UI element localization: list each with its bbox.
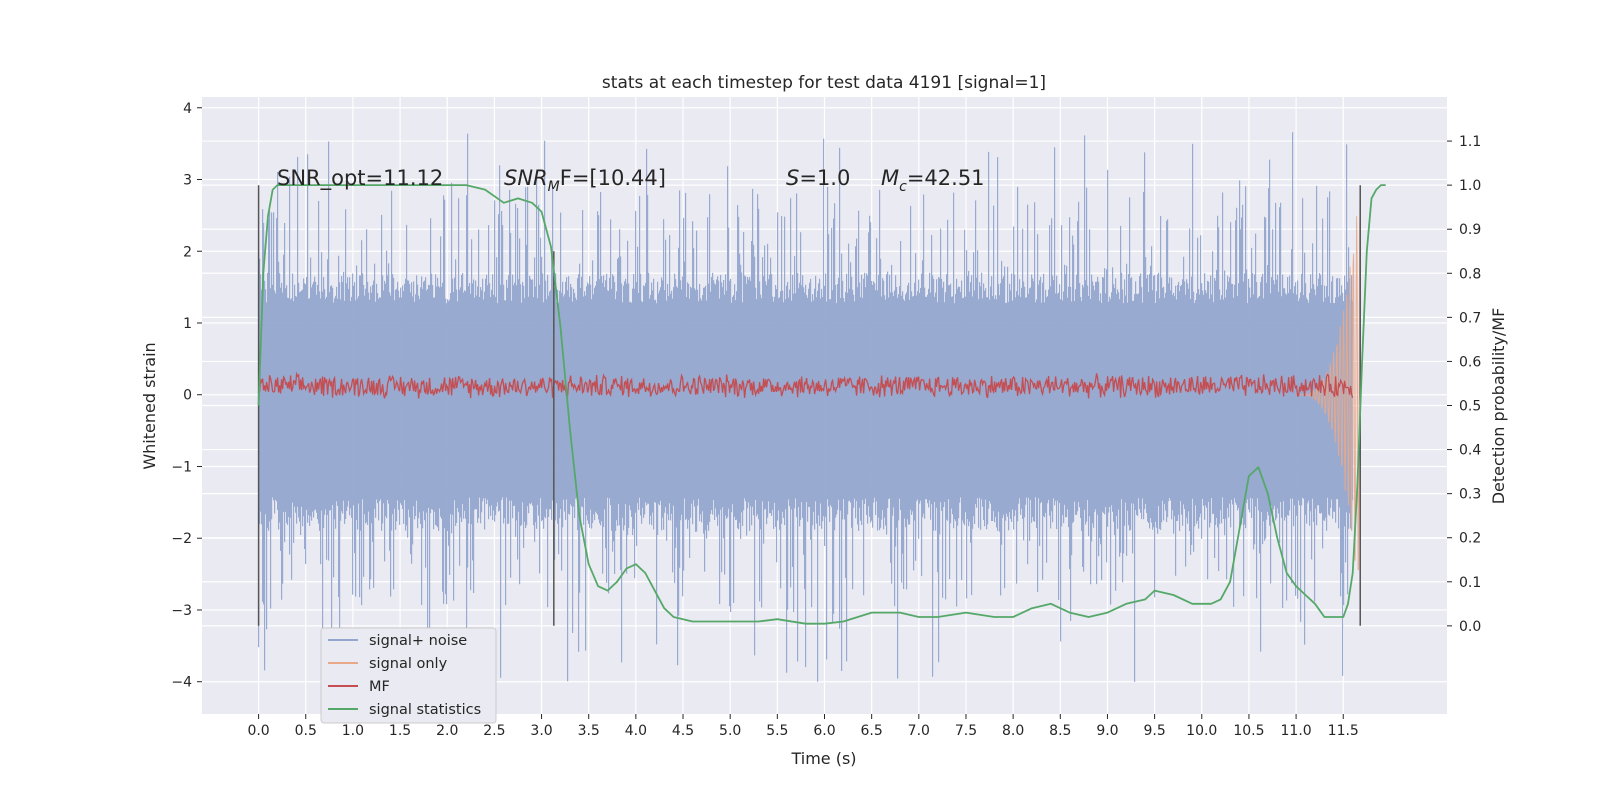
y-right-tick-label: 0.8 <box>1459 266 1481 282</box>
x-tick-label: 6.5 <box>861 723 883 739</box>
annotation-snr-opt: SNR_opt=11.12 <box>277 166 443 191</box>
x-tick-label: 4.5 <box>672 723 694 739</box>
x-tick-label: 6.0 <box>813 723 835 739</box>
signal-statistics-line <box>257 184 1386 625</box>
y-left-tick-label: 4 <box>183 101 192 117</box>
x-tick-label: 0.0 <box>247 723 269 739</box>
y-left-tick-label: 3 <box>183 173 192 189</box>
y-right-tick-label: 0.6 <box>1459 354 1481 370</box>
mf-trace <box>257 371 1354 399</box>
legend-label-signal-noise: signal+ noise <box>369 633 467 649</box>
s-symbol: S <box>786 166 799 190</box>
x-tick-label: 5.5 <box>766 723 788 739</box>
mc-symbol: M <box>881 166 899 190</box>
x-tick-label: 2.5 <box>483 723 505 739</box>
mc-subscript: c <box>899 179 907 195</box>
x-tick-label: 7.0 <box>908 723 930 739</box>
y-axis-left-label: Whitened strain <box>140 342 159 469</box>
x-tick-label: 3.5 <box>578 723 600 739</box>
legend: signal+ noise signal only MF signal stat… <box>320 627 497 724</box>
signal-statistics-series <box>257 184 1386 625</box>
y-left-tick-label: −2 <box>171 531 192 547</box>
x-axis-label: Time (s) <box>790 749 856 768</box>
annotation-snr-mf: SNRMF=[10.44] <box>504 166 666 195</box>
snr-mf-subscript: M <box>548 179 560 195</box>
y-right-tick-label: 0.3 <box>1459 487 1481 503</box>
x-tick-label: 1.0 <box>342 723 364 739</box>
y-right-tick-label: 0.1 <box>1459 575 1481 591</box>
x-tick-label: 5.0 <box>719 723 741 739</box>
legend-box <box>320 627 497 724</box>
legend-label-signal-only: signal only <box>369 656 448 672</box>
legend-label-mf: MF <box>369 679 390 695</box>
x-tick-label: 10.0 <box>1186 723 1217 739</box>
mc-value: =42.51 <box>907 166 985 190</box>
x-tick-label: 9.0 <box>1096 723 1118 739</box>
chart-title: stats at each timestep for test data 419… <box>602 73 1046 93</box>
y-right-tick-label: 0.0 <box>1459 619 1481 635</box>
annotations: SNR_opt=11.12 SNRMF=[10.44] S=1.0 Mc=42.… <box>277 166 985 195</box>
signal-only-series <box>1296 185 1361 571</box>
x-tick-label: 7.5 <box>955 723 977 739</box>
x-tick-label: 10.5 <box>1233 723 1264 739</box>
x-tick-label: 1.5 <box>389 723 411 739</box>
annotation-s: S=1.0 <box>786 166 850 190</box>
y-left-tick-label: 1 <box>183 316 192 332</box>
s-value: =1.0 <box>799 166 850 190</box>
y-right-tick-label: 0.4 <box>1459 443 1481 459</box>
y-axis-right-label: Detection probability/MF <box>1489 308 1508 505</box>
x-tick-label: 8.5 <box>1049 723 1071 739</box>
y-left-tick-label: −3 <box>171 603 192 619</box>
y-right-tick-label: 0.7 <box>1459 310 1481 326</box>
x-tick-label: 8.0 <box>1002 723 1024 739</box>
y-right-tick-label: 0.2 <box>1459 531 1481 547</box>
y-left-tick-label: 0 <box>183 388 192 404</box>
x-tick-label: 11.0 <box>1281 723 1312 739</box>
y-left-tick-label: −4 <box>171 675 192 691</box>
x-tick-label: 3.0 <box>530 723 552 739</box>
y-right-tick-label: 1.0 <box>1459 178 1481 194</box>
y-right-tick-label: 0.5 <box>1459 399 1481 415</box>
x-tick-label: 11.5 <box>1328 723 1359 739</box>
signal-only-trace <box>1296 185 1361 571</box>
y-left-tick-label: −1 <box>171 459 192 475</box>
legend-label-signal-statistics: signal statistics <box>369 702 481 718</box>
axis-ticks: 0.0 0.5 1.0 1.5 2.0 2.5 3.0 3.5 4.0 4.5 5.0 5.5 6.0 6… <box>171 101 1481 739</box>
snr-mf-symbol: SNR <box>504 166 548 190</box>
annotation-mc: Mc=42.51 <box>881 166 985 195</box>
x-tick-label: 0.5 <box>295 723 317 739</box>
snr-mf-value: F=[10.44] <box>560 166 666 190</box>
x-tick-label: 2.0 <box>436 723 458 739</box>
y-right-tick-label: 1.1 <box>1459 134 1481 150</box>
y-left-tick-label: 2 <box>183 244 192 260</box>
y-right-tick-label: 0.9 <box>1459 222 1481 238</box>
x-tick-label: 4.0 <box>625 723 647 739</box>
mf-series <box>257 371 1354 399</box>
x-tick-label: 9.5 <box>1143 723 1165 739</box>
